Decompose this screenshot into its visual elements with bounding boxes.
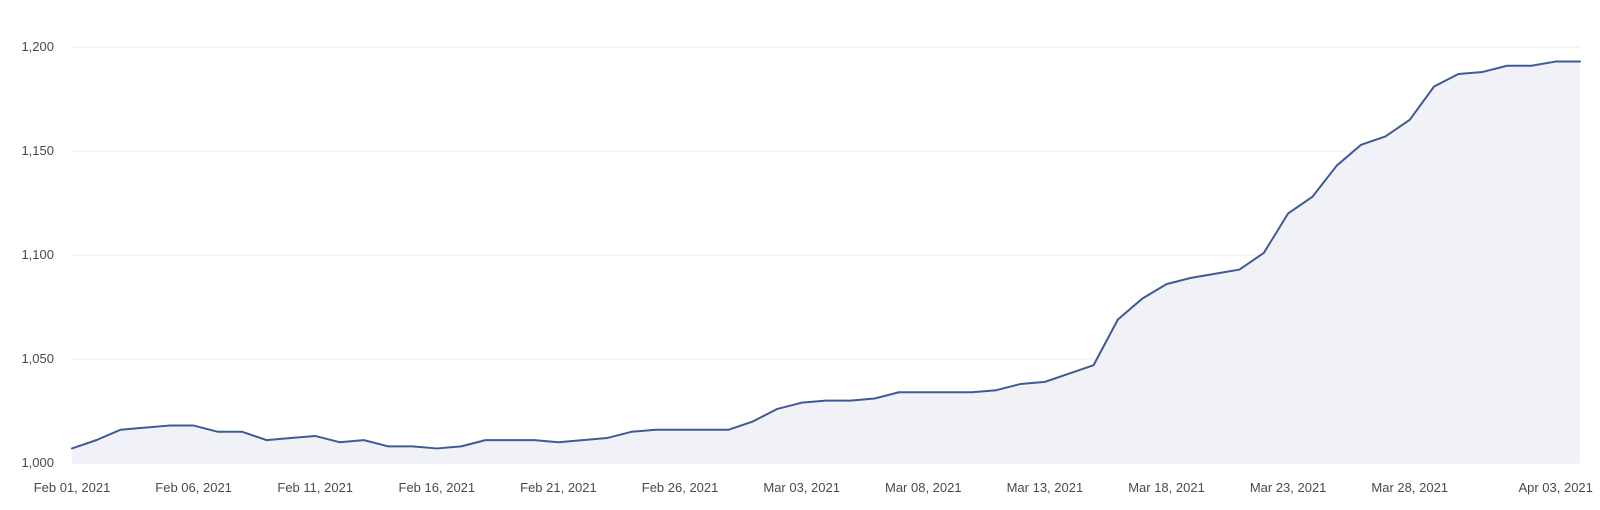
x-tick-label: Mar 08, 2021 (885, 480, 962, 495)
x-tick-label: Feb 21, 2021 (520, 480, 597, 495)
x-tick-label: Mar 03, 2021 (763, 480, 840, 495)
x-tick-label: Feb 06, 2021 (155, 480, 232, 495)
y-axis: 1,000 1,050 1,100 1,150 1,200 (21, 39, 54, 470)
series-line-layer (71, 60, 1581, 450)
x-tick-label: Feb 26, 2021 (642, 480, 719, 495)
area-fill-layer (72, 61, 1580, 464)
x-tick-label: Feb 01, 2021 (34, 480, 111, 495)
x-tick-label: Apr 03, 2021 (1518, 480, 1592, 495)
x-tick-label: Mar 13, 2021 (1007, 480, 1084, 495)
x-tick-label: Mar 18, 2021 (1128, 480, 1205, 495)
series-line (71, 60, 1581, 450)
x-tick-label: Feb 11, 2021 (277, 480, 353, 495)
x-tick-label: Feb 16, 2021 (399, 480, 476, 495)
y-tick-label: 1,000 (21, 455, 54, 470)
x-axis: Feb 01, 2021 Feb 06, 2021 Feb 11, 2021 Feb … (34, 480, 1593, 495)
y-tick-label: 1,050 (21, 351, 54, 366)
series-area-fill (72, 61, 1580, 464)
y-tick-label: 1,100 (21, 247, 54, 262)
y-tick-label: 1,150 (21, 143, 54, 158)
x-tick-label: Mar 23, 2021 (1250, 480, 1327, 495)
y-tick-label: 1,200 (21, 39, 54, 54)
x-tick-label: Mar 28, 2021 (1371, 480, 1448, 495)
